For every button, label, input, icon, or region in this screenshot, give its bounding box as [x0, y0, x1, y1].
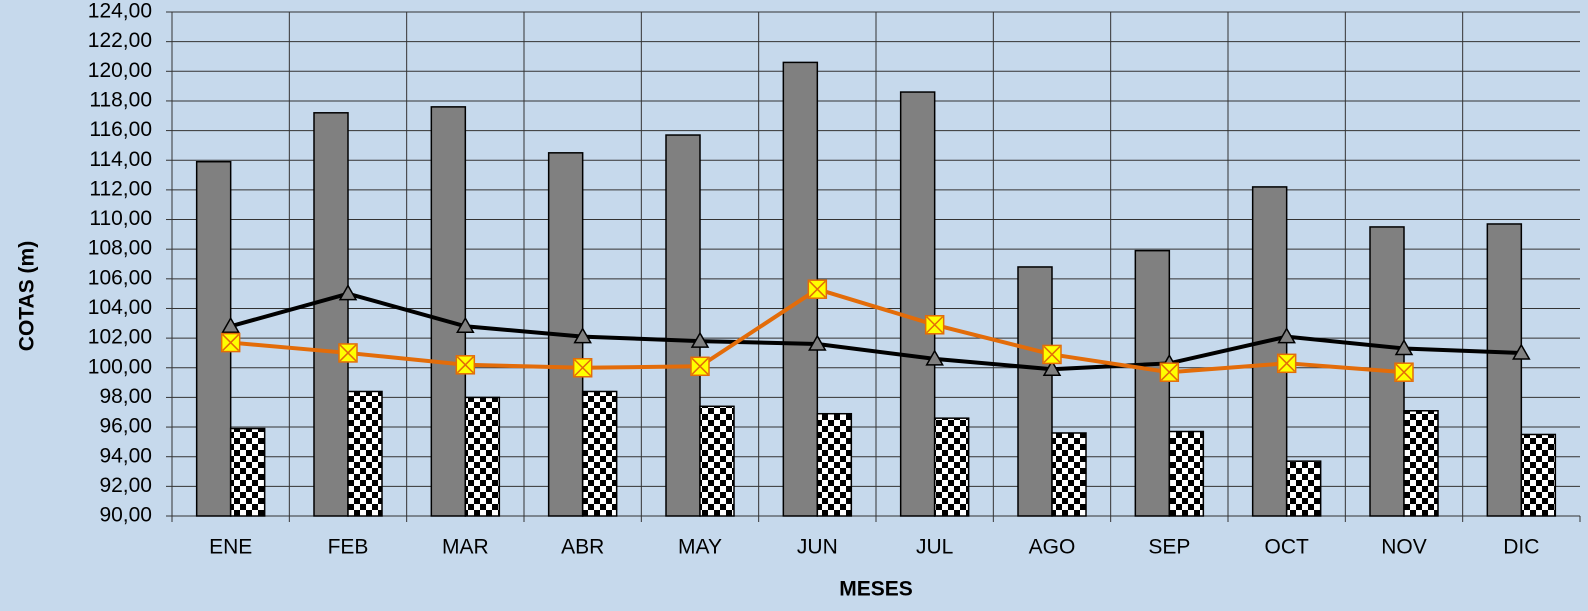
marker-cross: [1043, 345, 1061, 363]
marker-cross: [1278, 354, 1296, 372]
bar: [464, 396, 501, 517]
marker-cross: [339, 344, 357, 362]
bar: [665, 134, 701, 517]
x-tick-label: SEP: [1148, 536, 1190, 559]
marker: [573, 327, 592, 344]
y-tick-label: 96,00: [99, 415, 152, 438]
bar: [1285, 460, 1322, 517]
bar: [1168, 430, 1205, 517]
bar: [313, 112, 349, 517]
y-tick-label: 102,00: [88, 326, 152, 349]
marker-cross: [808, 280, 826, 298]
marker: [925, 349, 944, 366]
x-tick-label: JUL: [916, 536, 953, 559]
y-axis-title: COTAS (m): [16, 241, 39, 351]
marker: [338, 284, 358, 301]
bar: [1486, 223, 1523, 517]
marker: [690, 331, 710, 348]
y-tick-label: 104,00: [88, 296, 152, 319]
marker: [1277, 327, 1296, 344]
marker-cross: [926, 316, 944, 334]
y-tick-label: 100,00: [88, 355, 152, 378]
marker-cross: [691, 357, 709, 375]
marker-cross: [222, 334, 240, 352]
x-tick-label: JUN: [797, 536, 838, 559]
marker-cross: [456, 356, 474, 374]
x-tick-label: MAY: [678, 536, 722, 559]
y-tick-label: 122,00: [88, 29, 152, 52]
y-tick-label: 110,00: [89, 207, 152, 230]
y-tick-label: 106,00: [88, 266, 152, 289]
x-tick-label: NOV: [1381, 536, 1427, 559]
y-tick-label: 124,00: [88, 0, 152, 23]
x-tick-label: ENE: [209, 536, 252, 559]
bar: [1403, 410, 1439, 517]
bar: [1051, 432, 1087, 517]
y-tick-label: 92,00: [99, 474, 152, 497]
bar: [699, 405, 735, 517]
y-tick-label: 114,00: [89, 148, 152, 171]
marker-cross: [574, 359, 592, 377]
marker: [1042, 359, 1062, 376]
marker: [808, 334, 827, 351]
y-tick-label: 98,00: [99, 385, 152, 408]
y-tick-label: 120,00: [88, 59, 152, 82]
bar: [1520, 433, 1557, 517]
marker: [1512, 343, 1531, 360]
x-tick-label: FEB: [328, 536, 369, 559]
y-tick-label: 116,00: [89, 118, 152, 141]
line: [230, 291, 1522, 372]
bar: [347, 390, 383, 517]
y-tick-label: 90,00: [99, 504, 152, 527]
bar: [229, 427, 266, 517]
x-tick-label: MAR: [442, 536, 489, 559]
x-tick-label: DIC: [1503, 536, 1539, 559]
y-tick-label: 108,00: [88, 237, 152, 260]
y-tick-label: 118,00: [89, 88, 152, 111]
y-tick-label: 112,00: [89, 177, 152, 200]
bar: [933, 417, 970, 517]
marker: [221, 316, 240, 334]
y-tick-label: 94,00: [99, 444, 152, 467]
x-axis-title: MESES: [839, 578, 913, 601]
x-tick-label: ABR: [561, 536, 604, 559]
bar: [1134, 249, 1171, 517]
x-tick-label: OCT: [1265, 536, 1310, 559]
bar: [195, 160, 232, 517]
marker: [1394, 338, 1414, 356]
bar: [899, 91, 936, 517]
marker-cross: [1160, 363, 1178, 381]
bar: [581, 390, 618, 517]
x-tick-label: AGO: [1029, 536, 1076, 559]
bar: [1251, 186, 1288, 517]
bar: [1017, 266, 1053, 517]
bar: [430, 106, 467, 517]
bar: [816, 412, 853, 517]
marker: [456, 316, 475, 334]
marker-cross: [1395, 363, 1413, 381]
